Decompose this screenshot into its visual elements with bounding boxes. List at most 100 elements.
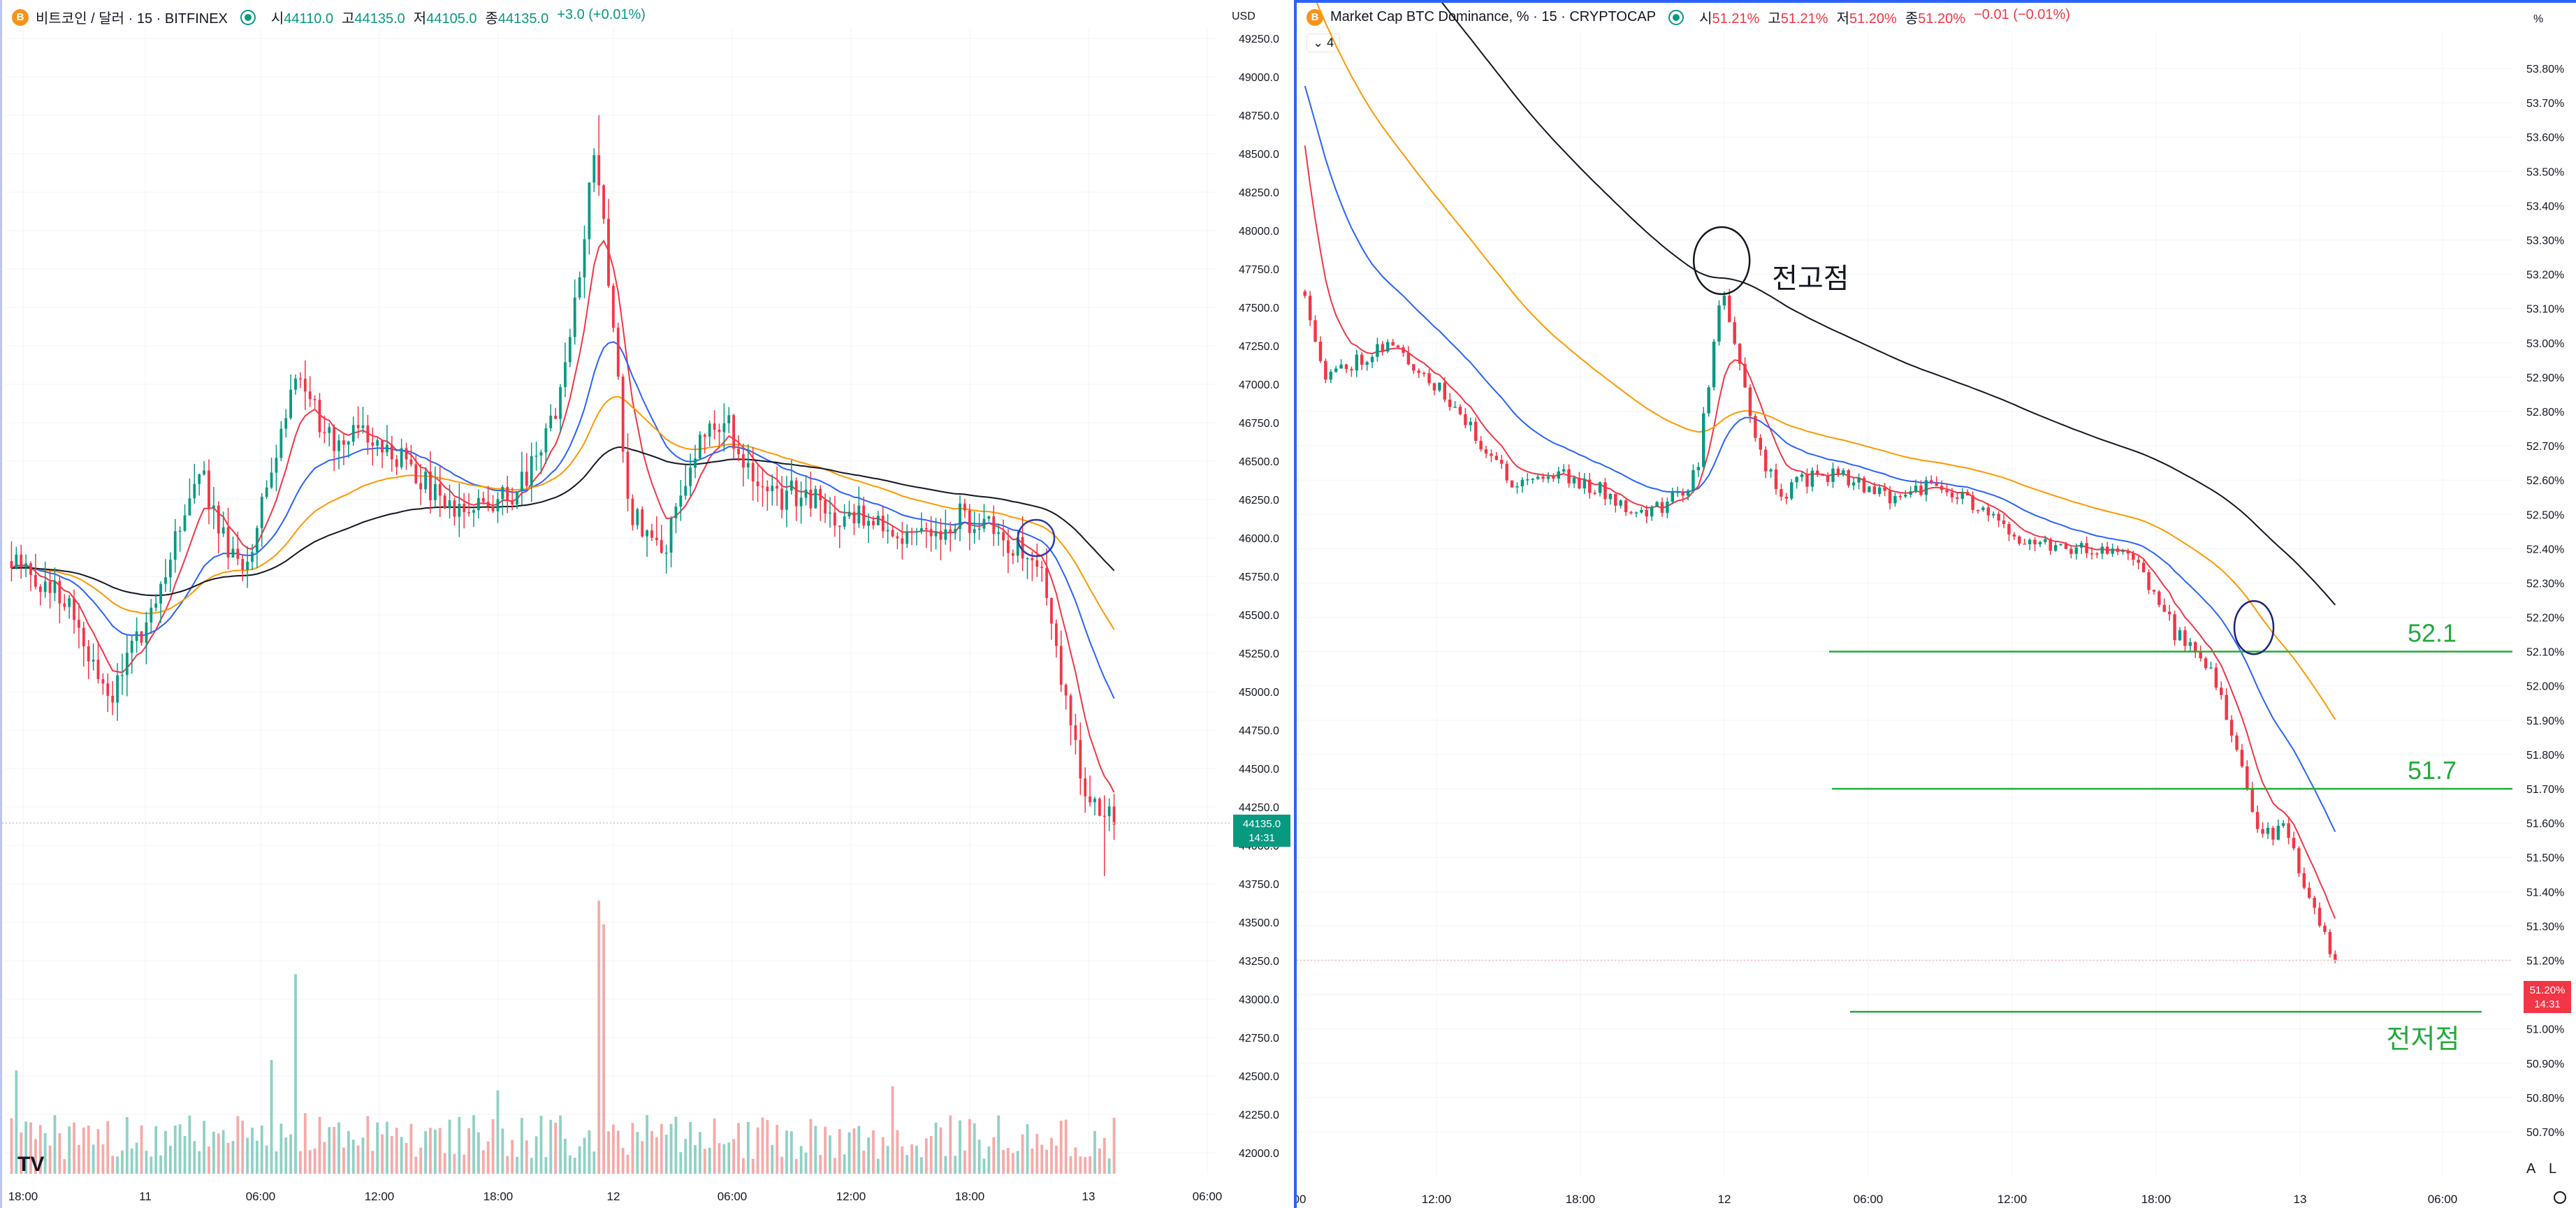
candle [150,607,153,623]
candle [511,500,514,504]
btc-dominance-chart-pane[interactable]: B Market Cap BTC Dominance, % · 15 · CRY… [1294,0,2576,1208]
time-axis-tick: 18:00 [8,1190,38,1203]
candle [1655,502,1659,507]
volume-bar [15,1070,18,1174]
price-axis-tick: 48250.0 [1239,187,1279,199]
volume-bar [891,1086,894,1174]
candle [1484,449,1488,454]
volume-bar [1084,1156,1087,1174]
candle [1629,511,1633,514]
candle [973,529,976,533]
volume-bar [303,1113,307,1174]
volume-bar [236,1116,240,1174]
btc-usd-candles-plot[interactable]: 49250.0 49000.0 48750.0 48500.0 48250.0 48000… [2,0,1294,1208]
auto-scale-button[interactable]: A [2526,1161,2536,1177]
candle [959,503,961,530]
btc-dominance-candles-plot[interactable]: 52.1 51.7 전저점 전고점 53.80% 53.70% 53.60% 53.50% 5… [1297,3,2576,1208]
candle [284,418,288,429]
right-chart-title[interactable]: Market Cap BTC Dominance, % · 15 · CRYPT… [1330,9,1657,24]
candle [876,516,880,525]
volume-bar [1031,1148,1034,1174]
volume-bar [544,1157,548,1174]
candle [260,497,263,528]
currency-label[interactable]: USD [1232,10,1256,22]
candle [2157,591,2161,605]
settings-gear-icon[interactable] [2554,1191,2566,1204]
price-axis-tick: 45250.0 [1239,648,1279,660]
candle [1671,492,1675,502]
volume-bar [534,1136,538,1174]
indicators-collapse-button[interactable]: ⌄ 4 [1307,34,1341,52]
last-price-tag: 44135.0 14:31 [1233,815,1290,847]
candle [96,660,100,679]
candle [2106,546,2109,554]
volume-bar [626,1154,630,1174]
candle [111,695,115,703]
candle [236,548,240,560]
volume-bar [611,1124,615,1174]
candle [414,464,418,483]
volume-bar [256,1140,259,1174]
left-chart-title[interactable]: 비트코인 / 달러 · 15 · BITFINEX [36,11,228,27]
candle [655,537,658,540]
candle [419,483,423,490]
candle [78,620,80,628]
price-axis-tick: 42750.0 [1239,1033,1279,1045]
candle [1743,363,1747,388]
candle [1103,815,1106,817]
volume-bar [973,1123,976,1174]
btc-usd-chart-pane[interactable]: B 비트코인 / 달러 · 15 · BITFINEX 시44110.0 고44… [0,0,1294,1208]
volume-bar [554,1122,558,1174]
log-scale-button[interactable]: L [2549,1161,2556,1177]
candle [101,678,105,684]
candle [1686,490,1690,496]
candle [1836,468,1840,475]
candle [477,497,480,511]
candle [694,458,697,468]
price-axis-tick: 51.30% [2526,921,2564,933]
candle [992,516,996,534]
candle [1712,341,1716,388]
volume-bar [549,1119,553,1174]
price-axis-tick: 45500.0 [1239,610,1279,622]
candle [289,389,293,419]
candle [2100,546,2104,554]
volume-bar [125,1117,129,1174]
candle [1986,507,1991,516]
volume-bar [867,1137,870,1174]
candle [881,516,885,532]
candle [2255,812,2260,829]
candle [2028,539,2032,545]
volume-bar [390,1135,393,1174]
volume-bar [910,1144,914,1174]
candle [1763,449,1768,472]
volume-bar [1079,1156,1082,1174]
candle [588,182,591,240]
candle [2266,827,2270,834]
volume-bar [501,1128,504,1174]
candle [722,423,726,432]
candle [847,511,851,517]
candle [1474,421,1478,441]
candle [43,581,47,592]
volume-bar [178,1124,182,1174]
volume-bar [414,1156,418,1174]
candle [1883,487,1886,491]
candle [684,486,687,496]
volume-bar [699,1132,701,1174]
candle [1780,489,1783,497]
price-axis-tick: 46250.0 [1239,495,1279,507]
volume-bar [631,1123,634,1174]
volume-bar [82,1127,85,1174]
price-axis-tick: 50.80% [2526,1093,2564,1105]
time-axis-tick: 12:00 [1422,1193,1452,1206]
candle [1981,507,1985,510]
moving-average-line [1441,3,2336,606]
volume-bar [53,1115,57,1174]
candle [433,483,437,500]
candle [1557,471,1561,479]
volume-bar [857,1126,861,1174]
candle [2162,604,2166,612]
candle [193,483,196,499]
candle [2317,908,2322,926]
